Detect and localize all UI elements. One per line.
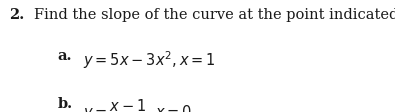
Text: b.: b. [57,97,72,111]
Text: $y = 5x - 3x^2, x = 1$: $y = 5x - 3x^2, x = 1$ [83,49,215,71]
Text: a.: a. [57,49,72,63]
Text: 2.: 2. [9,8,24,22]
Text: Find the slope of the curve at the point indicated.: Find the slope of the curve at the point… [34,8,395,22]
Text: $y = \dfrac{x-1}{x+1}, x = 0$: $y = \dfrac{x-1}{x+1}, x = 0$ [83,97,192,112]
